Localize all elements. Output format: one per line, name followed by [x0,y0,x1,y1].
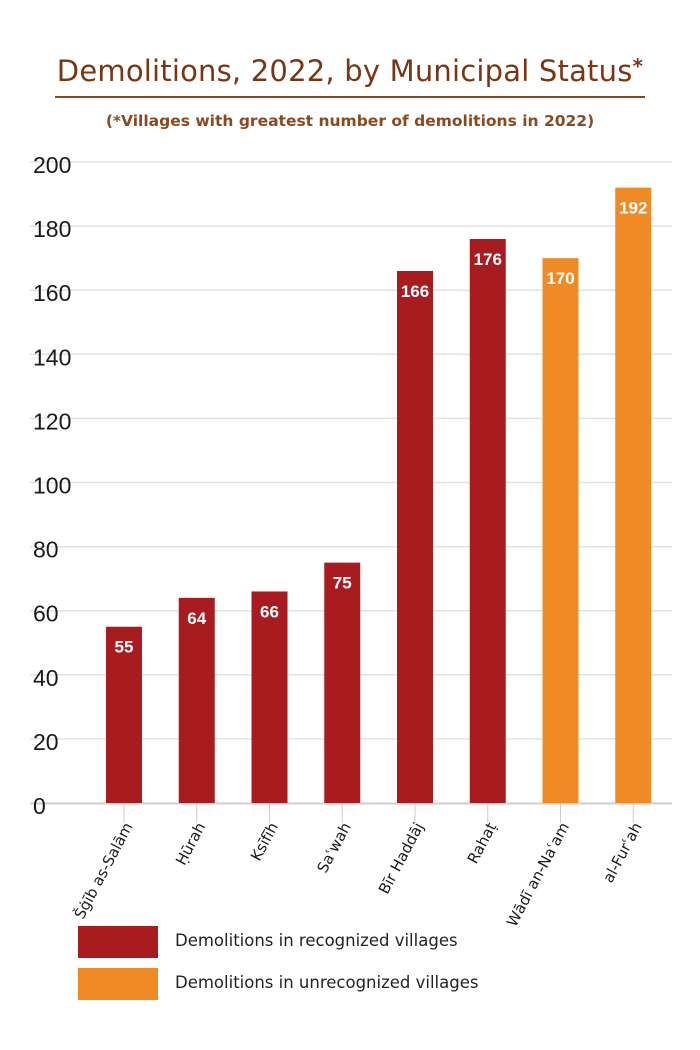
legend-swatch-unrecognized [78,968,158,1000]
y-tick-label-40: 40 [33,665,59,691]
y-tick-label-200: 200 [33,152,71,178]
legend-swatch-recognized [78,926,158,958]
bar-value-label-7: 192 [619,199,647,218]
bar-5 [469,238,506,804]
bar-value-label-0: 55 [115,638,134,657]
title-container: Demolitions, 2022, by Municipal Status* [0,54,700,98]
x-tick-label-1: Ḥūrah [172,819,209,868]
y-tick-label-20: 20 [33,729,59,755]
y-tick-label-60: 60 [33,601,59,627]
bar-value-label-4: 166 [401,282,429,301]
x-tick-label-3: Saʿwah [313,819,354,875]
bar-6 [542,258,579,803]
bar-value-label-3: 75 [333,574,352,593]
bar-value-label-2: 66 [260,602,279,621]
legend-item-unrecognized: Demolitions in unrecognized villages [78,968,678,1000]
x-tick-label-5: Rahaṭ [464,819,501,866]
x-tick-label-7: al-Furʿah [599,819,646,885]
y-tick-label-120: 120 [33,408,71,434]
x-tick-label-0: Šġīb as-Salām [70,819,137,922]
bar-value-label-6: 170 [546,269,574,288]
bars: 55 64 66 75 166 176 170 192 [106,187,652,804]
y-tick-label-160: 160 [33,280,71,306]
legend-item-recognized: Demolitions in recognized villages [78,926,678,958]
y-tick-label-180: 180 [33,216,71,242]
x-tick-label-6: Wādī an-Naʿam [503,819,573,929]
y-tick-label-100: 100 [33,473,71,499]
chart-title-text: Demolitions, 2022, by Municipal Status [56,54,633,88]
bar-value-label-5: 176 [474,250,502,269]
chart-title: Demolitions, 2022, by Municipal Status* [54,54,646,98]
x-axis-ticks: Šġīb as-Salām Ḥūrah Ksīfīh Saʿwah Bīr Haddāj… [70,803,646,930]
y-tick-label-140: 140 [33,344,71,370]
bar-2 [251,591,288,803]
y-tick-label-0: 0 [33,793,46,819]
legend-label-recognized: Demolitions in recognized villages [175,931,458,950]
y-tick-label-80: 80 [33,537,59,563]
y-axis-ticks: 0 20 40 60 80 100 120 140 160 180 200 [33,152,71,819]
bar-7 [615,187,652,803]
legend-label-unrecognized: Demolitions in unrecognized villages [175,973,479,992]
bar-3 [324,562,361,803]
title-asterisk: * [632,54,644,78]
bar-value-label-1: 64 [187,609,206,628]
chart-subtitle: (*Villages with greatest number of demol… [105,112,595,130]
bar-1 [178,597,215,803]
x-tick-label-4: Bīr Haddāj [375,819,428,897]
bar-4 [397,270,433,804]
x-tick-label-2: Ksīfīh [247,819,282,863]
bar-0 [106,626,142,803]
